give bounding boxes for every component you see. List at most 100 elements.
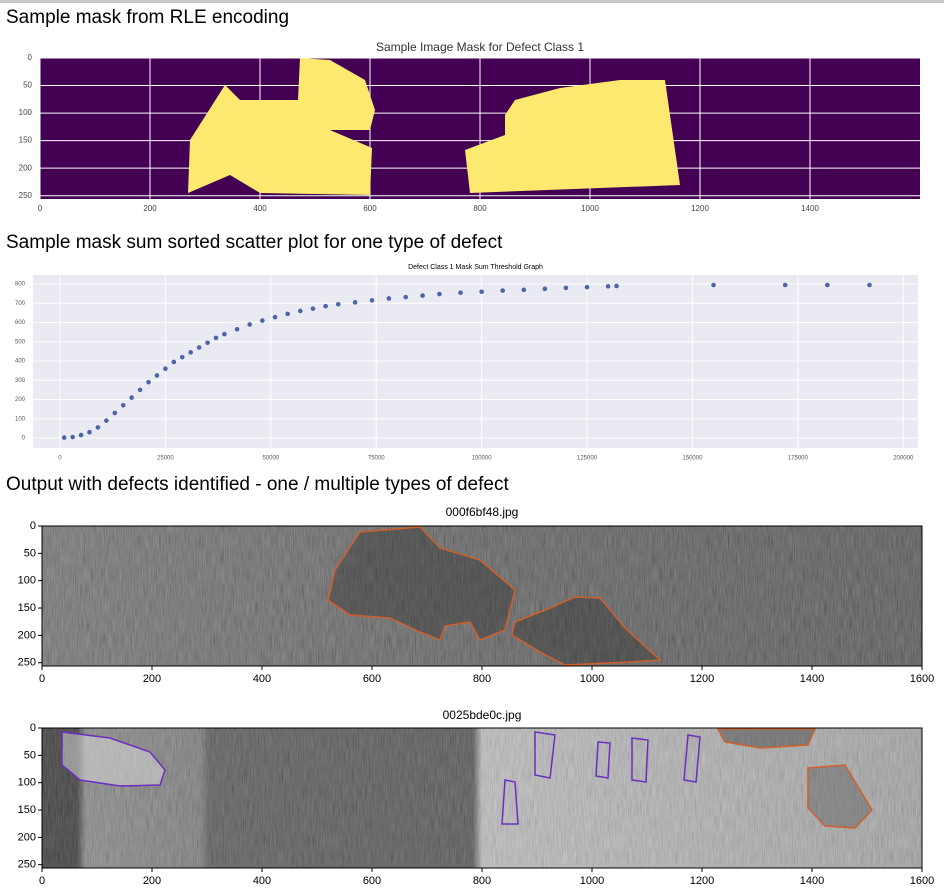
y-tick-label: 0 [30,520,36,532]
x-tick-label: 1000 [580,875,604,887]
y-tick-label: 150 [18,602,36,614]
mask-region [188,58,375,195]
scatter-point [205,340,210,346]
y-tick-label: 100 [18,777,36,789]
scatter-point [285,311,290,317]
y-tick-label: 50 [23,81,32,90]
y-tick-label: 400 [15,359,26,365]
defect-outlines-2 [716,728,873,829]
y-tick-label: 200 [18,629,36,641]
scatter-point [521,287,527,293]
y-tick-label: 200 [19,163,33,172]
scatter-point [782,282,788,288]
x-tick-label: 200 [143,204,157,213]
scatter-point [137,387,143,393]
scatter-point [386,296,392,301]
x-tick-label: 1400 [801,204,819,213]
scatter-point [479,289,484,295]
scatter-point [711,282,716,288]
defect-outlines [61,731,701,825]
x-tick-label: 400 [253,204,267,213]
scatter-point [825,282,830,288]
y-tick-label: 600 [15,320,26,326]
figure-title: 000f6bf48.jpg [446,505,519,519]
x-tick-label: 1600 [910,875,934,887]
scatter-point [437,291,442,297]
x-tick-label: 1200 [690,875,714,887]
scatter-point [563,285,569,291]
x-tick-label: 175000 [788,456,809,462]
scatter-point [171,359,177,365]
x-tick-label: 75000 [368,456,385,462]
figure-title: Defect Class 1 Mask Sum Threshold Graph [408,264,543,271]
y-tick-label: 50 [24,547,36,559]
figure-title: Sample Image Mask for Defect Class 1 [376,40,584,54]
y-tick-label: 200 [15,397,26,403]
x-tick-label: 25000 [157,456,174,462]
scatter-point [369,298,375,303]
scatter-point [298,308,303,314]
scatter-point [458,290,463,296]
x-tick-label: 800 [473,875,491,887]
scatter-point [403,294,409,300]
x-tick-label: 0 [39,875,45,887]
scatter-point [78,432,84,438]
y-tick-label: 100 [18,575,36,587]
y-tick-label: 150 [19,136,33,145]
x-tick-label: 50000 [262,456,279,462]
heading: Sample mask from RLE encoding [6,7,289,28]
scatter-point [500,288,505,293]
scatter-point [95,425,101,430]
top-border [0,0,944,3]
steel-texture [42,728,922,868]
scatter-point [154,373,160,378]
scatter-point [179,354,185,360]
y-tick-label: 250 [19,191,33,200]
scatter-point [61,435,67,440]
x-tick-label: 1000 [580,673,604,685]
x-tick-label: 0 [58,456,62,462]
axes-frame [41,727,923,869]
y-tick-label: 0 [28,53,33,62]
x-tick-label: 600 [363,673,381,685]
x-tick-label: 400 [253,875,271,887]
scatter-point [310,306,316,311]
y-tick-label: 100 [19,108,33,117]
x-tick-label: 800 [473,204,487,213]
scatter-point [146,379,151,385]
scatter-point [120,402,126,408]
y-tick-label: 50 [24,749,36,761]
x-tick-label: 1400 [800,875,824,887]
heading: Sample mask sum sorted scatter plot for … [6,232,503,253]
x-tick-label: 150000 [682,456,703,462]
scatter-point [605,284,611,289]
scatter-point [188,350,193,355]
y-tick-label: 500 [15,339,26,345]
y-tick-label: 700 [15,301,26,307]
x-tick-label: 200 [143,875,161,887]
y-tick-label: 150 [18,804,36,816]
y-tick-label: 300 [15,378,26,384]
scatter-point [323,303,328,309]
x-tick-label: 0 [38,204,43,213]
scatter-point [104,418,109,423]
figure-title: 0025bde0c.jpg [443,708,522,722]
x-tick-label: 400 [253,673,271,685]
defect-outline [327,526,516,641]
steel-texture [42,526,922,666]
y-tick-label: 250 [18,859,36,871]
y-tick-label: 250 [18,657,36,669]
scatter-point [163,366,168,372]
scatter-point [260,318,265,323]
scatter-point [584,284,590,290]
y-tick-label: 100 [15,416,26,422]
mask-regions [188,58,680,195]
x-tick-label: 0 [39,673,45,685]
scatter-point [614,283,619,289]
defect-outline [511,596,662,666]
mask-region [465,80,680,193]
x-tick-label: 1200 [690,673,714,685]
x-tick-label: 100000 [472,456,493,462]
scatter-point [420,293,425,298]
